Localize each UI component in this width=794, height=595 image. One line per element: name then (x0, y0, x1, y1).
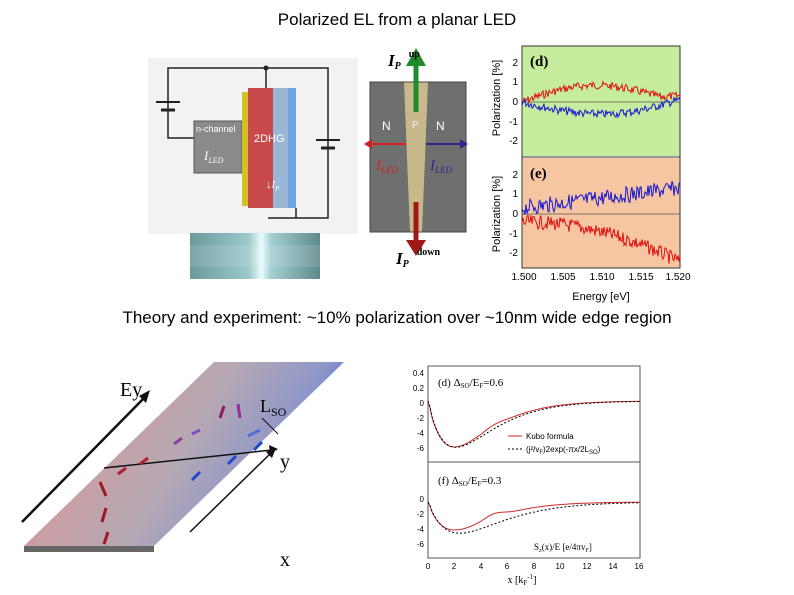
xtick: 10 (556, 562, 565, 571)
panel-d-formula-curve (427, 400, 640, 448)
xtick: 12 (583, 562, 592, 571)
lso-bracket-icon (261, 417, 279, 435)
theory-xlabel: x [kF-1] (508, 573, 537, 587)
xtick: 4 (479, 562, 484, 571)
panel-e-blue-series (521, 180, 681, 215)
theory-plot: (d) ΔSO/EF=0.6 (f) ΔSO/EF=0.3 Kubo formu… (413, 365, 644, 587)
spin-arrow-icon (218, 405, 226, 419)
led-right-label: ILED (429, 158, 453, 175)
electroluminescence-image (190, 233, 320, 279)
polarization-plot: (d) (e) 2 1 0 -1 -2 2 1 0 -1 -2 Polariza… (491, 45, 691, 303)
i-led-label: ILED (203, 148, 224, 165)
device-micrograph: N P N IPup IPdown ILED ILED (364, 48, 468, 270)
xtick: 1.515 (628, 272, 653, 283)
ytick-top: -4 (417, 429, 425, 438)
panel-d-blue-series (521, 96, 681, 119)
spin-arrow-icon (173, 436, 183, 446)
slide-subtitle: Theory and experiment: ~10% polarization… (122, 308, 672, 327)
ytick-top: -6 (417, 444, 425, 453)
ytick-e: -2 (509, 248, 518, 259)
xlabel: Energy [eV] (572, 291, 629, 303)
panel-d-title: (d) ΔSO/EF=0.6 (438, 377, 504, 390)
spin-arrows (98, 403, 264, 545)
spin-arrow-icon (226, 454, 238, 466)
xtick: 6 (505, 562, 510, 571)
led-left-arrow-icon (364, 139, 406, 149)
led-right-arrow-icon (426, 139, 468, 149)
region-mid-label: P (412, 120, 419, 131)
2dhg-label: 2DHG (254, 133, 285, 145)
ytick-e: -1 (509, 229, 518, 240)
xtick: 0 (426, 562, 431, 571)
panel-f-kubo-curve (427, 501, 640, 531)
ytick-e: 2 (512, 170, 518, 181)
ey-arrow-icon (21, 390, 150, 523)
ytick-top: -2 (417, 414, 425, 423)
circuit-diagram: n-channel ILED 2DHG ↓IP (148, 58, 358, 234)
ey-label: Ey (120, 379, 142, 401)
ip-down-label: IPdown (395, 247, 441, 270)
panel-d-red-series (521, 80, 681, 105)
lso-label: LSO (260, 396, 287, 419)
spin-arrow-icon (247, 428, 261, 438)
panel-e-red-series (521, 213, 681, 264)
panel-f-formula-curve (427, 501, 641, 534)
slide-title: Polarized EL from a planar LED (277, 10, 517, 29)
n-channel-label: n-channel (196, 124, 236, 134)
xtick: 16 (635, 562, 644, 571)
battery-right-icon (316, 139, 340, 150)
panel-d-label: (d) (530, 54, 548, 70)
spin-arrow-icon (236, 403, 242, 419)
xtick: 1.505 (550, 272, 575, 283)
edge-schematic: Ey x y LSO (21, 362, 344, 571)
ylabel-e: Polarization [%] (491, 176, 503, 252)
ytick-e: 1 (512, 189, 518, 200)
ytick-bottom: -6 (417, 540, 425, 549)
ytick-d: -2 (509, 136, 518, 147)
ytick-d: 2 (512, 58, 518, 69)
xtick: 2 (452, 562, 457, 571)
ip-up-label: IPup (387, 49, 420, 72)
spin-arrow-icon (100, 507, 108, 523)
xtick: 14 (609, 562, 618, 571)
ytick-d: 1 (512, 77, 518, 88)
spin-arrow-icon (191, 428, 201, 436)
ytick-top: 0.2 (413, 384, 425, 393)
led-left-label: ILED (375, 158, 399, 175)
ylabel-d: Polarization [%] (491, 60, 503, 136)
ytick-top: 0 (420, 399, 425, 408)
legend-formula: (j²/vF)2exp(-πx/2LSO) (526, 445, 601, 456)
spin-arrow-icon (98, 481, 108, 497)
ip-down-arrow-icon (406, 202, 426, 256)
legend-kubo: Kubo formula (526, 432, 574, 441)
region-left-label: N (382, 119, 391, 133)
ytick-e: 0 (512, 209, 518, 220)
panel-e-label: (e) (530, 166, 547, 182)
spin-arrow-icon (190, 470, 202, 482)
y-axis-arrow-icon (103, 445, 278, 469)
spin-arrow-icon (139, 456, 149, 466)
ip-up-arrow-icon (406, 48, 426, 112)
panel-f-title: (f) ΔSO/EF=0.3 (438, 475, 502, 488)
spin-arrow-icon (252, 440, 264, 452)
ytick-bottom: 0 (420, 495, 425, 504)
spin-arrow-icon (102, 531, 110, 545)
ytick-d: -1 (509, 117, 518, 128)
panel-d-kubo-curve (427, 400, 641, 448)
units-label: Sz(x)/E [e/4πvF] (534, 542, 592, 554)
xtick: 1.520 (665, 272, 690, 283)
panel-d-background (522, 46, 680, 156)
xtick: 8 (532, 562, 537, 571)
x-label: x (280, 549, 290, 571)
y-label: y (280, 451, 290, 473)
ytick-bottom: -2 (417, 510, 425, 519)
spin-arrow-icon (117, 466, 127, 476)
ytick-d: 0 (512, 97, 518, 108)
xtick: 1.510 (589, 272, 614, 283)
battery-left-icon (156, 101, 180, 112)
ytick-top: 0.4 (413, 369, 425, 378)
ytick-bottom: -4 (417, 525, 425, 534)
xtick: 1.500 (511, 272, 536, 283)
region-right-label: N (436, 119, 445, 133)
